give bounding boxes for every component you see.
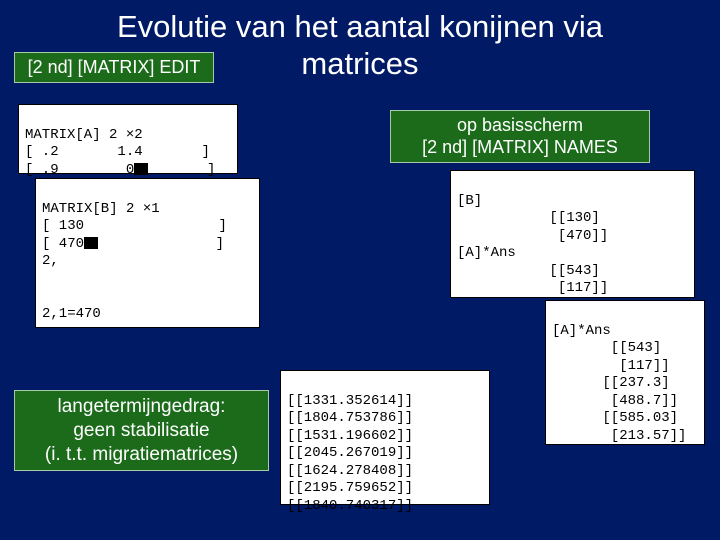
bres-l6: [117]] [457,280,608,296]
iter-l2: [[1804.753786]] [287,410,413,426]
ans-l6: [[585.03] [552,410,678,426]
matrix-b-r2: [ 470 [42,236,84,252]
label-names-line2: [2 nd] [MATRIX] NAMES [422,137,618,157]
matrix-a-r2l: [ .9 [25,162,59,178]
bres-l2: [[130] [457,210,600,226]
ans-l5: [488.7]] [552,393,678,409]
iter-l4: [[2045.267019]] [287,445,413,461]
matrix-a-b2: ] [207,162,215,178]
cursor-icon [84,237,98,249]
matrix-b-b1: ] [218,218,226,234]
calc-screen-b-result: [B] [[130] [470]] [A]*Ans [[543] [117]] [450,170,695,298]
label-matrix-names: op basisscherm [2 nd] [MATRIX] NAMES [390,110,650,163]
cursor-icon [134,163,148,175]
calc-screen-ans: [A]*Ans [[543] [117]] [[237.3] [488.7]] … [545,300,705,445]
ans-l7: [213.57]] [552,428,686,444]
matrix-b-pre: 2, [42,253,59,269]
iter-l1: [[1331.352614]] [287,393,413,409]
calc-screen-matrix-a: MATRIX[A] 2 ×2 [ .2 1.4 ] [ .9 0 ] [18,104,238,174]
matrix-a-r1l: [ .2 [25,144,59,160]
ans-l3: [117]] [552,358,670,374]
iter-l6: [[2195.759652]] [287,480,413,496]
longterm-line3: (i. t.t. migratiematrices) [45,444,238,465]
iter-l3: [[1531.196602]] [287,428,413,444]
label-matrix-edit: [2 nd] [MATRIX] EDIT [14,52,214,83]
matrix-b-foot: 2,1=470 [42,306,101,322]
ans-l4: [[237.3] [552,375,670,391]
matrix-a-b1: ] [201,144,209,160]
longterm-line2: geen stabilisatie [73,420,209,441]
bres-l4: [A]*Ans [457,245,516,261]
label-matrix-edit-text: [2 nd] [MATRIX] EDIT [28,57,201,77]
matrix-b-b2: ] [216,236,224,252]
matrix-b-r1: [ 130 [42,218,84,234]
matrix-a-r2r: 0 [126,162,134,178]
matrix-a-r1r: 1.4 [117,144,142,160]
longterm-line1: langetermijngedrag: [58,396,226,417]
label-longterm: langetermijngedrag: geen stabilisatie (i… [14,390,269,471]
iter-l7: [[1840.740317]] [287,498,413,514]
ans-l2: [[543] [552,340,661,356]
bres-l5: [[543] [457,263,600,279]
calc-screen-matrix-b: MATRIX[B] 2 ×1 [ 130 ] [ 470 ] 2, 2,1=47… [35,178,260,328]
bres-l1: [B] [457,193,482,209]
ans-l1: [A]*Ans [552,323,611,339]
iter-l5: [[1624.278408]] [287,463,413,479]
matrix-a-header: MATRIX[A] 2 ×2 [25,127,143,143]
title-line-1: Evolutie van het aantal konijnen via [117,9,603,44]
title-line-2: matrices [301,46,418,81]
calc-screen-iterations: [[1331.352614]] [[1804.753786]] [[1531.1… [280,370,490,505]
matrix-b-header: MATRIX[B] 2 ×1 [42,201,160,217]
label-names-line1: op basisscherm [457,115,583,135]
bres-l3: [470]] [457,228,608,244]
